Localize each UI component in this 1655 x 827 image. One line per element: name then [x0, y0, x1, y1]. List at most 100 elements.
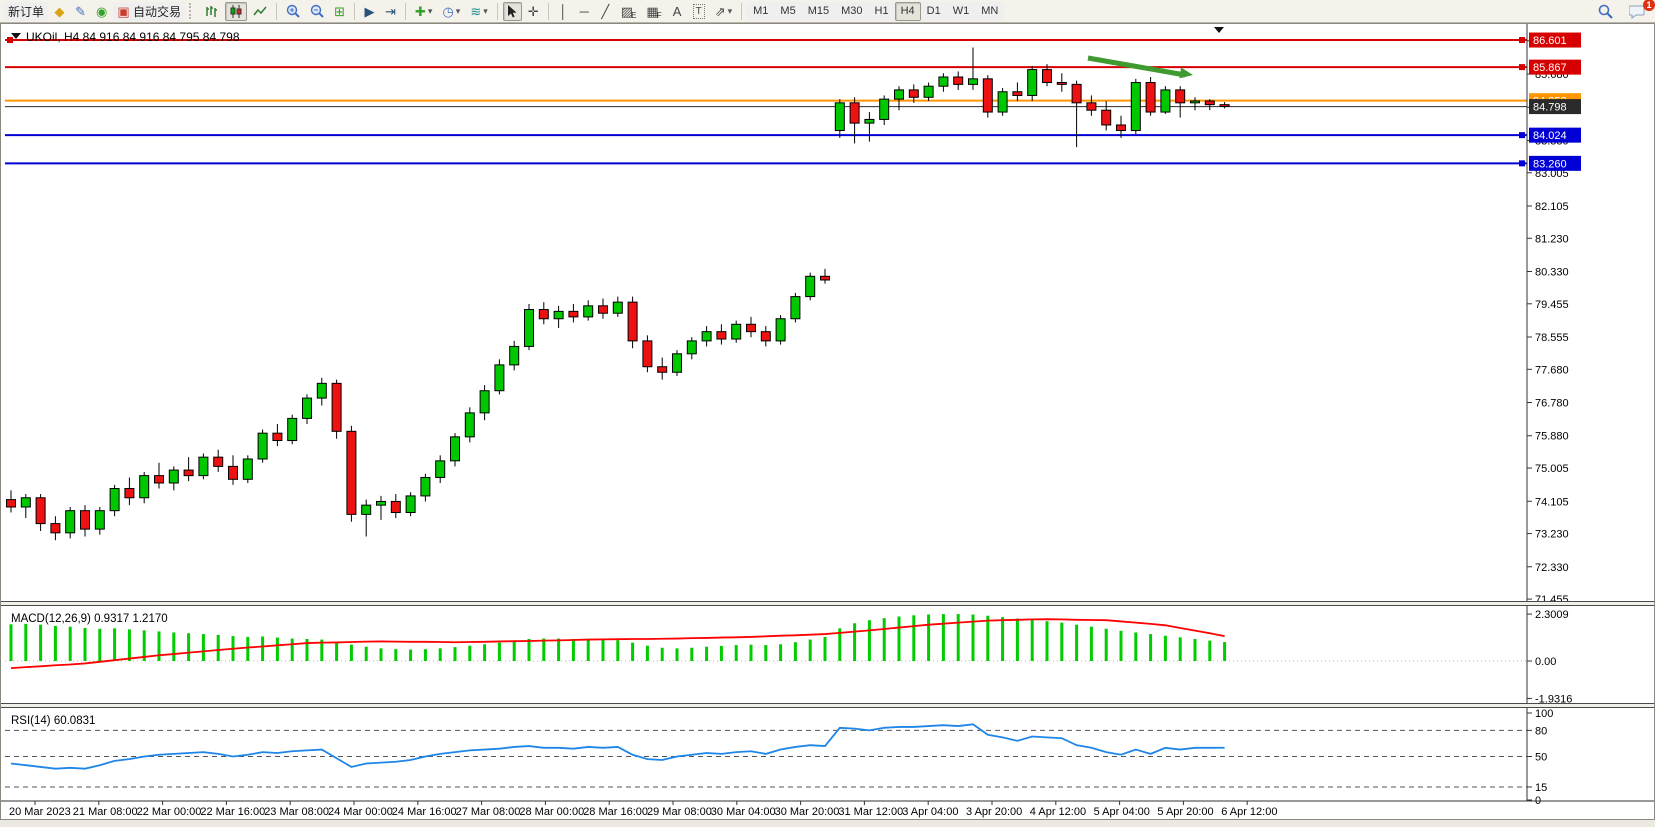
dropdown-arrow-icon[interactable]: ▾	[455, 5, 461, 16]
channel-tool-button[interactable]: ▨ E	[617, 2, 641, 21]
search-button[interactable]	[1594, 2, 1617, 21]
dropdown-arrow-icon[interactable]: ▾	[727, 5, 733, 16]
macd-panel[interactable]: MACD(12,26,9) 0.9317 1.2170	[5, 613, 1527, 670]
auto-scroll-button[interactable]: ▶	[360, 2, 379, 21]
time-tick-label: 6 Apr 12:00	[1221, 806, 1277, 818]
time-tick-label: 24 Mar 00:00	[328, 806, 393, 818]
timeframe-button-w1[interactable]: W1	[946, 1, 976, 21]
time-tick-label: 30 Mar 04:00	[711, 806, 776, 818]
panel-separator[interactable]	[1, 703, 1654, 708]
timeframe-button-h4[interactable]: H4	[894, 1, 921, 21]
indicators-icon: ≋	[470, 3, 482, 19]
toolbar-separator	[276, 2, 278, 20]
metaeditor-button[interactable]: ✎	[71, 2, 90, 21]
horizontal-line-tool-button[interactable]: ─	[575, 2, 594, 21]
candle	[790, 292, 801, 323]
timeframe-button-m30[interactable]: M30	[835, 1, 869, 21]
text-label-icon: T	[692, 3, 705, 19]
timeframe-button-mn[interactable]: MN	[975, 1, 1005, 21]
periods-button[interactable]: ◷ ▾	[438, 2, 464, 21]
text-tool-button[interactable]: A	[668, 2, 687, 21]
timeframe-button-m1[interactable]: M1	[747, 1, 775, 21]
line-handle[interactable]	[1519, 160, 1525, 167]
line-handle[interactable]	[1519, 64, 1525, 71]
arrows-tool-button[interactable]: ⇗ ▾	[711, 2, 736, 21]
candle	[849, 97, 860, 144]
fibonacci-tool-button[interactable]: ▦ F	[642, 2, 665, 21]
price-tick-label: 76.780	[1535, 398, 1569, 410]
price-tick-label: 75.005	[1535, 463, 1569, 475]
price-level-badge	[1529, 155, 1581, 171]
time-tick-label: 30 Mar 20:00	[775, 806, 840, 818]
candle	[1012, 82, 1023, 101]
line-handle[interactable]	[1519, 37, 1525, 44]
notifications-button[interactable]: 1	[1625, 0, 1655, 21]
price-chart[interactable]: UKOil, H4 84.916 84.916 84.795 84.798 MAC…	[1, 24, 1654, 819]
timeframe-button-m5[interactable]: M5	[774, 1, 802, 21]
toolbar-separator	[496, 2, 498, 20]
trendline-tool-button[interactable]: ╱	[596, 2, 615, 21]
notification-badge: 1	[1643, 0, 1655, 11]
line-chart-type-button[interactable]	[249, 2, 271, 21]
price-level-badge-text: 84.024	[1533, 130, 1567, 142]
candle	[302, 394, 312, 424]
candle	[583, 300, 594, 321]
candle	[760, 326, 771, 347]
vertical-line-tool-button[interactable]: │	[554, 2, 573, 21]
candle	[1027, 65, 1038, 101]
candle	[553, 305, 564, 328]
candle	[509, 340, 520, 371]
chart-shift-button[interactable]: ⇥	[381, 2, 400, 21]
new-chart-button[interactable]: ✚ ▾	[411, 2, 436, 21]
price-tick-label: 81.230	[1535, 233, 1569, 245]
candle	[938, 73, 949, 92]
new-order-button[interactable]: 新订单	[4, 1, 49, 21]
trend-arrow-annotation[interactable]	[1087, 55, 1186, 78]
text-label-tool-button[interactable]: T	[689, 2, 709, 21]
zoom-out-button[interactable]	[306, 2, 328, 21]
signals-button[interactable]: ◉	[92, 2, 111, 21]
candle	[198, 453, 209, 480]
timeframe-button-h1[interactable]: H1	[868, 1, 895, 21]
channel-icon: ▨	[620, 3, 634, 19]
chart-window[interactable]: UKOil, H4 84.916 84.916 84.795 84.798 MAC…	[0, 23, 1655, 820]
candle-chart-type-button[interactable]	[225, 1, 248, 21]
time-tick-label: 22 Mar 16:00	[200, 806, 265, 818]
vertical-line-icon: │	[559, 3, 568, 19]
indicators-button[interactable]: ≋ ▾	[466, 2, 491, 21]
chart-shift-marker-icon[interactable]	[1214, 27, 1224, 33]
price-tick-label: 77.680	[1535, 364, 1569, 376]
candle	[405, 492, 416, 517]
cursor-tool-button[interactable]	[502, 1, 522, 21]
candle	[1116, 115, 1126, 138]
line-handle[interactable]	[7, 37, 13, 44]
auto-trading-button[interactable]: ▣ 自动交易	[113, 1, 186, 21]
macd-signal-line	[10, 618, 1225, 670]
candle	[953, 71, 964, 90]
time-tick-label: 21 Mar 08:00	[73, 806, 138, 818]
price-tick-label: 79.455	[1535, 299, 1569, 311]
rsi-panel[interactable]: RSI(14) 60.0831	[5, 715, 1527, 788]
timeframe-button-m15[interactable]: M15	[801, 1, 836, 21]
price-tick-label: 78.555	[1535, 332, 1569, 344]
crosshair-tool-button[interactable]: ✛	[524, 2, 543, 21]
market-watch-button[interactable]: ◆	[50, 2, 69, 21]
line-handle[interactable]	[1519, 132, 1525, 139]
candle	[420, 473, 431, 502]
bar-chart-type-button[interactable]	[201, 2, 223, 21]
panel-separator[interactable]	[1, 601, 1654, 606]
time-tick-label: 27 Mar 08:00	[456, 806, 521, 818]
candle	[1160, 86, 1171, 114]
candle	[716, 324, 727, 345]
zoom-in-button[interactable]	[282, 2, 304, 21]
main-price-panel[interactable]: UKOil, H4 84.916 84.916 84.795 84.798	[5, 27, 1527, 541]
candle	[997, 88, 1008, 116]
timeframe-button-d1[interactable]: D1	[920, 1, 947, 21]
dropdown-arrow-icon[interactable]: ▾	[483, 5, 488, 16]
price-level-badge	[1529, 59, 1581, 75]
object-marker-icon	[11, 33, 21, 39]
macd-scale-label: 0.00	[1535, 656, 1556, 668]
dropdown-arrow-icon[interactable]: ▾	[427, 5, 433, 16]
tile-windows-button[interactable]: ⊞	[330, 2, 349, 21]
